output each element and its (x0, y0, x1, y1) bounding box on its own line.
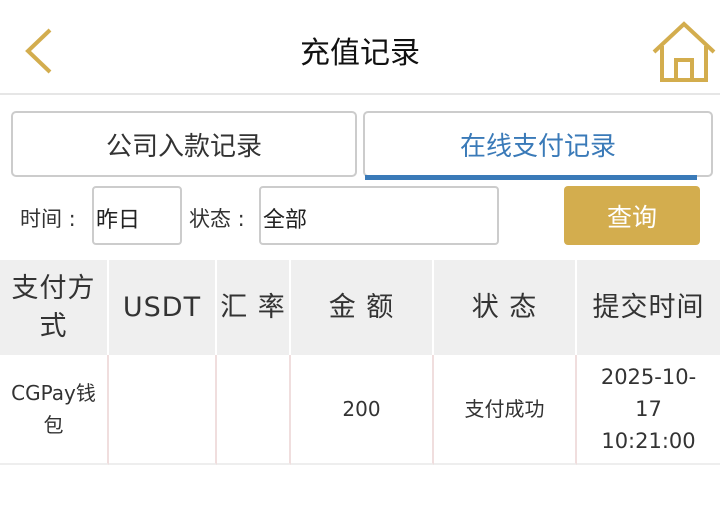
cell-method: CGPay钱包 (0, 355, 109, 465)
col-header-method: 支付方式 (0, 260, 109, 355)
chevron-left-icon[interactable] (22, 26, 56, 76)
header: 充值记录 (0, 0, 720, 95)
table-row: CGPay钱包 200 支付成功 2025-10-17 10:21:00 (0, 355, 720, 465)
tab-online-payment-records[interactable]: 在线支付记录 (363, 111, 713, 177)
col-header-time: 提交时间 (577, 260, 720, 355)
time-label: 时间 : (20, 207, 76, 231)
cell-time: 2025-10-17 10:21:00 (577, 355, 720, 465)
time-select[interactable]: 昨日 (92, 186, 182, 245)
tab-company-deposit-records[interactable]: 公司入款记录 (11, 111, 357, 177)
home-icon[interactable] (650, 20, 718, 84)
col-header-amount: 金 额 (291, 260, 434, 355)
col-header-status: 状 态 (434, 260, 577, 355)
cell-usdt (109, 355, 217, 465)
cell-amount: 200 (291, 355, 434, 465)
cell-status: 支付成功 (434, 355, 577, 465)
query-button[interactable]: 查询 (564, 186, 700, 245)
col-header-usdt: USDT (109, 260, 217, 355)
status-label: 状态 : (189, 207, 245, 231)
status-select[interactable]: 全部 (259, 186, 499, 245)
page-title: 充值记录 (300, 36, 420, 71)
cell-rate (217, 355, 291, 465)
records-table: 支付方式 USDT 汇 率 金 额 状 态 提交时间 CGPay钱包 200 支… (0, 260, 720, 465)
col-header-rate: 汇 率 (217, 260, 291, 355)
active-tab-indicator (365, 175, 697, 180)
